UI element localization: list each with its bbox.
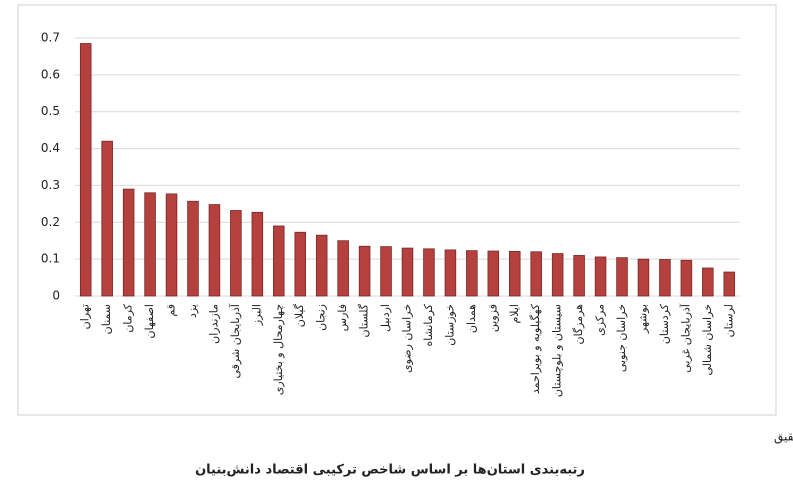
x-tick-label: خراسان رضوی: [401, 304, 414, 373]
bar: [702, 267, 714, 297]
x-tick-label: آذربایجان غربی: [678, 303, 692, 373]
bar: [680, 259, 693, 297]
bar: [315, 234, 328, 297]
bar: [423, 248, 435, 297]
bar: [444, 249, 457, 297]
x-tick-label: کهگیلویه و بویراحمد: [529, 303, 542, 394]
x-tick-label: خوزستان: [443, 304, 456, 346]
bar: [273, 225, 285, 297]
y-tick-label: 0.5: [41, 104, 60, 118]
chart-frame: [17, 4, 777, 416]
x-tick-label: چهارمحال و بختیاری: [272, 304, 285, 395]
x-tick-label: کرمانشاه: [422, 303, 435, 346]
source-note: مأخذ: یافته‌های تحقیق: [774, 428, 793, 445]
x-tick-label: گلستان: [358, 303, 371, 337]
bar: [358, 245, 371, 297]
bar: [380, 246, 392, 297]
bar: [487, 250, 500, 297]
bar: [616, 257, 628, 297]
x-tick-label: مازندران: [207, 304, 220, 344]
x-tick-label: بوشهر: [636, 304, 649, 334]
y-tick-label: 0.6: [41, 67, 60, 81]
bar: [637, 258, 650, 297]
bar: [101, 140, 113, 297]
x-tick-label: اردبیل: [379, 304, 392, 332]
x-tick-label: فارس: [336, 304, 349, 331]
x-tick-label: خراسان جنوبی: [615, 304, 628, 372]
bar: [337, 240, 349, 297]
bar: [723, 271, 736, 297]
chart-title: رتبه‌بندی استان‌ها بر اساس شاخص ترکیبی ا…: [195, 463, 585, 478]
bar: [594, 256, 607, 297]
bar: [551, 253, 564, 297]
bar: [230, 210, 242, 297]
x-tick-label: گیلان: [293, 303, 306, 327]
bar: [530, 251, 542, 297]
y-tick-label: 0: [52, 289, 60, 303]
bar: [187, 200, 199, 297]
bar: [401, 247, 414, 297]
bar: [294, 231, 307, 297]
x-tick-label: قزوین: [486, 304, 499, 332]
x-tick-label: آذربایجان شرقی: [228, 303, 242, 378]
y-tick-label: 0.3: [41, 178, 60, 192]
bar: [466, 250, 478, 297]
x-tick-label: البرز: [250, 304, 263, 326]
bar: [122, 188, 135, 297]
bar: [573, 255, 585, 297]
bar: [144, 192, 156, 297]
x-tick-label: تهران: [79, 304, 92, 329]
x-tick-label: کرمان: [122, 303, 135, 332]
bar: [79, 43, 92, 297]
x-tick-label: سمنان: [100, 304, 113, 334]
x-tick-label: زنجان: [315, 304, 328, 331]
x-tick-label: یزد: [186, 304, 199, 318]
x-tick-label: لرستان: [722, 304, 735, 337]
bar: [659, 259, 671, 297]
x-tick-label: خراسان شمالی: [701, 304, 714, 376]
x-tick-label: هرمزگان: [572, 304, 585, 345]
y-tick-label: 0.7: [41, 31, 60, 45]
y-tick-label: 0.4: [41, 141, 60, 155]
bar: [251, 211, 264, 297]
x-tick-label: ایلام: [508, 304, 521, 324]
x-tick-label: قم: [165, 304, 178, 317]
x-tick-label: همدان: [465, 304, 478, 333]
y-tick-label: 0.2: [41, 215, 60, 229]
y-tick-label: 0.1: [41, 252, 60, 266]
x-tick-label: کردستان: [658, 303, 671, 344]
x-tick-label: اصفهان: [143, 304, 156, 338]
bar: [508, 251, 521, 297]
bar: [165, 193, 178, 297]
x-tick-label: مرکزی: [594, 304, 607, 336]
bar: [208, 204, 221, 297]
x-tick-label: سیستان و بلوچستان: [551, 304, 564, 397]
